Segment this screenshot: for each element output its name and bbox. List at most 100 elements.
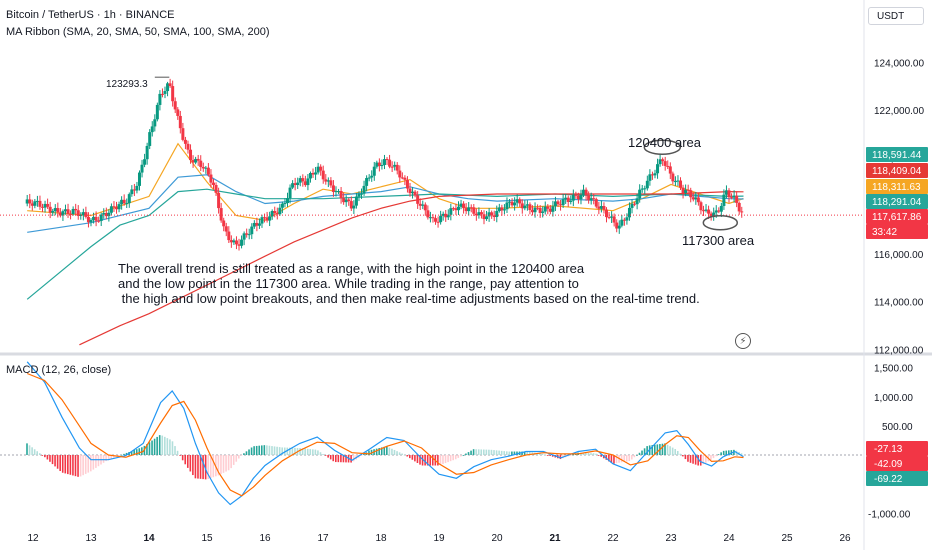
resistance-circle (643, 139, 682, 156)
macd-histogram-bar (625, 455, 628, 462)
candle-body (245, 233, 249, 235)
macd-histogram-bar (271, 446, 273, 456)
candle-body (43, 203, 47, 208)
time-tick-label: 18 (375, 533, 387, 544)
candle-body (737, 202, 741, 212)
macd-histogram-bar (174, 446, 176, 456)
candle-body (201, 166, 205, 169)
candle-body (375, 162, 379, 167)
macd-histogram-bar (289, 447, 291, 456)
candle-body (735, 195, 739, 203)
macd-histogram-bar (615, 455, 618, 464)
candle-body (732, 195, 736, 198)
candle-body (354, 196, 358, 206)
candle-body (691, 197, 695, 200)
candle-body (130, 189, 134, 195)
candle-body (546, 206, 550, 209)
macd-histogram-bar (620, 455, 623, 463)
macd-histogram-bar (151, 440, 153, 456)
candle-body (331, 185, 335, 192)
macd-histogram-bar (539, 453, 541, 456)
macd-histogram-bar (429, 455, 432, 466)
candle-body (416, 195, 420, 204)
candle-body (283, 203, 287, 205)
candle-body (518, 199, 522, 204)
symbol-title[interactable]: Bitcoin / TetherUS · 1h · BINANCE (6, 9, 175, 21)
macd-histogram-bar (95, 455, 97, 468)
macd-histogram-bar (250, 447, 253, 456)
candle-body (360, 193, 364, 195)
macd-histogram-bar (692, 455, 694, 464)
time-tick-label: 13 (85, 533, 97, 544)
macd-histogram-bar (705, 455, 707, 463)
note-line: The overall trend is still treated as a … (118, 261, 585, 276)
candle-body (214, 184, 218, 193)
macd-histogram-bar (653, 444, 656, 456)
macd-histogram-bar (317, 450, 319, 456)
macd-histogram-bar (442, 455, 444, 464)
currency-button[interactable]: USDT (868, 7, 924, 25)
macd-value-box (866, 441, 928, 456)
candle-body (656, 164, 660, 174)
candle-body (306, 178, 310, 186)
macd-histogram-bar (477, 449, 480, 456)
candle-body (462, 203, 466, 209)
macd-histogram-bar (651, 445, 654, 456)
macd-histogram-bar (255, 445, 258, 456)
macd-histogram-bar (391, 448, 393, 456)
macd-histogram-bar (526, 451, 528, 456)
macd-histogram-bar (409, 455, 411, 459)
macd-histogram-bar (582, 452, 585, 456)
candle-body (382, 159, 386, 165)
candle-body (81, 212, 85, 216)
candle-body (316, 166, 320, 173)
lightning-icon[interactable]: ⚡ (735, 333, 751, 349)
macd-histogram-bar (232, 455, 235, 465)
candle-body (525, 204, 529, 206)
candle-body (168, 83, 172, 87)
candle-body (321, 170, 325, 180)
candle-body (337, 191, 341, 193)
macd-histogram-bar (258, 445, 261, 456)
macd-histogram-bar (414, 455, 416, 462)
macd-histogram-bar (587, 453, 590, 456)
macd-legend[interactable]: MACD (12, 26, close) (6, 364, 112, 376)
ma-ribbon-legend[interactable]: MA Ribbon (SMA, 20, SMA, 50, SMA, 100, S… (6, 26, 270, 38)
candle-body (41, 206, 45, 208)
macd-histogram-bar (368, 450, 370, 456)
candle-body (701, 210, 705, 212)
candle-body (681, 187, 685, 193)
candle-body (181, 128, 185, 140)
macd-histogram-bar (493, 450, 495, 456)
macd-histogram-bar (503, 451, 506, 456)
macd-histogram-bar (360, 455, 363, 456)
candle-body (666, 165, 670, 167)
candle-body (451, 208, 455, 210)
candle-body (689, 190, 693, 198)
macd-histogram-bar (416, 455, 419, 463)
candle-body (548, 208, 552, 212)
candle-body (497, 207, 501, 212)
price-label-text: 118,291.04 (872, 197, 922, 208)
candle-body (217, 192, 221, 209)
time-tick-label: 23 (665, 533, 677, 544)
candle-body (380, 164, 384, 167)
candle-body (487, 212, 491, 217)
macd-histogram-bar (457, 455, 460, 458)
macd-histogram-bar (332, 455, 335, 462)
candle-body (490, 212, 494, 216)
macd-histogram-bar (179, 455, 181, 456)
ma-line-sma-50 (27, 174, 744, 233)
macd-histogram-bar (123, 453, 125, 456)
macd-histogram-bar (118, 455, 120, 456)
candle-body (69, 213, 73, 215)
candle-body (469, 207, 473, 209)
candle-body (122, 199, 126, 204)
candle-body (286, 198, 290, 204)
macd-histogram-bar (141, 447, 143, 456)
macd-histogram-bar (712, 455, 715, 459)
candle-body (301, 178, 305, 182)
candle-body (38, 200, 42, 207)
